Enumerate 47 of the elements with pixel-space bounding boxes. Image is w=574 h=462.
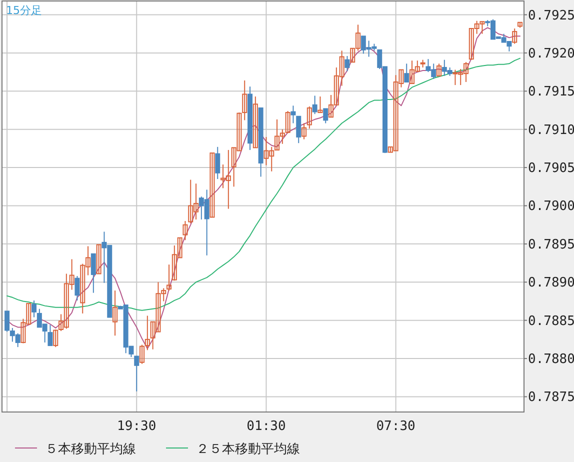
x-tick-label: 07:30 bbox=[376, 419, 416, 434]
candlestick bbox=[134, 356, 140, 392]
candlestick bbox=[74, 276, 80, 301]
candlestick bbox=[290, 105, 296, 124]
legend-label: ２５本移動平均線 bbox=[196, 442, 300, 457]
chart-title: 15分足 bbox=[6, 4, 42, 17]
line-series bbox=[6, 27, 520, 350]
y-tick-label: 0.7900 bbox=[528, 199, 574, 214]
candlestick bbox=[242, 80, 248, 121]
candlestick bbox=[404, 63, 410, 82]
y-tick-label: 0.7885 bbox=[528, 314, 574, 329]
y-tick-label: 0.7895 bbox=[528, 237, 574, 252]
y-tick-label: 0.7910 bbox=[528, 122, 574, 138]
candlestick bbox=[312, 95, 318, 115]
candlestick bbox=[512, 28, 518, 44]
candlestick bbox=[344, 56, 350, 72]
candlestick bbox=[166, 264, 172, 292]
y-tick-label: 0.7875 bbox=[528, 390, 574, 406]
x-tick-label: 19:30 bbox=[117, 419, 156, 434]
y-tick-label: 0.7915 bbox=[528, 84, 574, 100]
candlestick bbox=[48, 324, 53, 346]
candlestick bbox=[215, 146, 220, 180]
legend-item: ２５本移動平均線 bbox=[166, 442, 300, 457]
candlestick bbox=[140, 344, 145, 364]
candlestick bbox=[323, 108, 328, 124]
candlestick bbox=[210, 152, 215, 218]
x-tick-label: 01:30 bbox=[246, 419, 286, 434]
legend-label: ５本移動平均線 bbox=[45, 442, 136, 457]
y-tick-label: 0.7905 bbox=[528, 161, 574, 176]
y-tick-label: 0.7880 bbox=[528, 352, 574, 368]
y-tick-label: 0.7925 bbox=[528, 8, 574, 24]
candlestick bbox=[182, 220, 188, 241]
candlestick bbox=[296, 116, 302, 144]
candlestick bbox=[96, 244, 102, 274]
candlestick bbox=[53, 328, 58, 348]
candlestick bbox=[436, 63, 442, 76]
legend-item: ５本移動平均線 bbox=[14, 442, 136, 457]
y-tick-label: 0.7920 bbox=[528, 46, 574, 62]
candlestick bbox=[90, 253, 96, 294]
candlestick bbox=[318, 96, 323, 114]
candlestick bbox=[302, 122, 307, 140]
candlestick bbox=[252, 96, 258, 148]
candlestick bbox=[32, 300, 37, 318]
candlestick bbox=[306, 106, 312, 130]
candlestick bbox=[112, 290, 118, 336]
y-tick-label: 0.7890 bbox=[528, 276, 574, 291]
candlestick bbox=[144, 315, 150, 351]
